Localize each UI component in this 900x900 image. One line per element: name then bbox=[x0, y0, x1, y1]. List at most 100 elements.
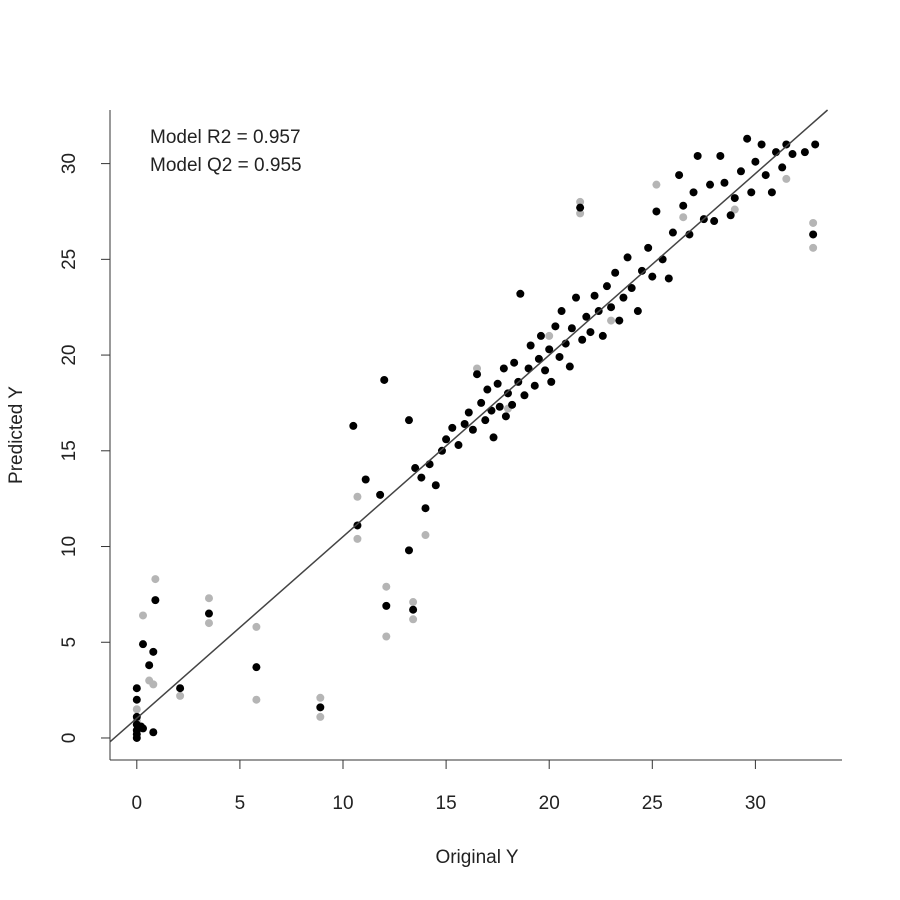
point bbox=[421, 531, 430, 540]
point bbox=[409, 598, 418, 607]
point bbox=[730, 205, 739, 214]
point bbox=[668, 228, 677, 237]
point bbox=[782, 174, 791, 183]
point bbox=[611, 268, 620, 277]
point bbox=[382, 632, 391, 641]
point bbox=[404, 546, 413, 555]
point bbox=[565, 362, 574, 371]
point bbox=[138, 611, 147, 620]
point bbox=[598, 331, 607, 340]
point bbox=[132, 695, 141, 704]
point bbox=[316, 693, 325, 702]
point bbox=[204, 609, 213, 618]
y-tick-label: 10 bbox=[59, 536, 80, 557]
point bbox=[582, 312, 591, 321]
y-axis-label: Predicted Y bbox=[6, 386, 27, 484]
point bbox=[468, 425, 477, 434]
point bbox=[151, 575, 160, 584]
point bbox=[693, 151, 702, 160]
point bbox=[353, 521, 362, 530]
point bbox=[145, 661, 154, 670]
point bbox=[499, 364, 508, 373]
point bbox=[448, 423, 457, 432]
point bbox=[353, 534, 362, 543]
point bbox=[619, 293, 628, 302]
point bbox=[495, 402, 504, 411]
point bbox=[551, 322, 560, 331]
point bbox=[520, 391, 529, 400]
point bbox=[730, 194, 739, 203]
point bbox=[578, 335, 587, 344]
point bbox=[800, 148, 809, 157]
y-tick-label: 5 bbox=[59, 637, 80, 648]
point bbox=[473, 364, 482, 373]
point bbox=[782, 140, 791, 149]
point bbox=[503, 389, 512, 398]
x-tick-label: 5 bbox=[235, 793, 246, 814]
x-axis-label: Original Y bbox=[435, 847, 518, 868]
point bbox=[421, 504, 430, 513]
point bbox=[664, 274, 673, 283]
point bbox=[442, 435, 451, 444]
point bbox=[316, 712, 325, 721]
point bbox=[637, 266, 646, 275]
x-tick-label: 20 bbox=[539, 793, 560, 814]
point bbox=[720, 178, 729, 187]
point bbox=[501, 412, 510, 421]
point bbox=[149, 728, 158, 737]
point bbox=[380, 375, 389, 384]
point bbox=[530, 381, 539, 390]
point bbox=[483, 385, 492, 394]
point bbox=[778, 163, 787, 172]
point bbox=[572, 293, 581, 302]
point bbox=[477, 398, 486, 407]
point bbox=[590, 291, 599, 300]
point bbox=[576, 197, 585, 206]
point bbox=[567, 324, 576, 333]
annotation: Model R2 = 0.957 bbox=[150, 127, 301, 148]
point bbox=[633, 307, 642, 316]
point bbox=[809, 243, 818, 252]
point bbox=[493, 379, 502, 388]
point bbox=[652, 207, 661, 216]
point bbox=[132, 705, 141, 714]
point bbox=[473, 370, 482, 379]
point bbox=[252, 663, 261, 672]
point bbox=[767, 188, 776, 197]
point bbox=[809, 218, 818, 227]
point bbox=[675, 171, 684, 180]
point bbox=[138, 640, 147, 649]
point bbox=[648, 272, 657, 281]
y-tick-label: 0 bbox=[59, 733, 80, 744]
point bbox=[751, 157, 760, 166]
point bbox=[607, 316, 616, 325]
point bbox=[586, 328, 595, 337]
point bbox=[404, 416, 413, 425]
point bbox=[809, 230, 818, 239]
point bbox=[349, 421, 358, 430]
point bbox=[615, 316, 624, 325]
reference-line bbox=[109, 109, 829, 743]
point bbox=[151, 596, 160, 605]
point bbox=[644, 243, 653, 252]
annotation: Model Q2 = 0.955 bbox=[150, 155, 302, 176]
point bbox=[627, 284, 636, 293]
y-tick-label: 20 bbox=[59, 344, 80, 365]
point bbox=[541, 366, 550, 375]
point bbox=[132, 712, 141, 721]
point bbox=[736, 167, 745, 176]
point bbox=[536, 331, 545, 340]
point bbox=[454, 441, 463, 450]
point bbox=[417, 473, 426, 482]
point bbox=[149, 647, 158, 656]
point bbox=[623, 253, 632, 262]
point bbox=[524, 364, 533, 373]
point bbox=[555, 352, 564, 361]
point bbox=[409, 615, 418, 624]
point bbox=[547, 377, 556, 386]
point bbox=[526, 341, 535, 350]
point bbox=[361, 475, 370, 484]
x-tick-label: 30 bbox=[745, 793, 766, 814]
point bbox=[138, 724, 147, 733]
